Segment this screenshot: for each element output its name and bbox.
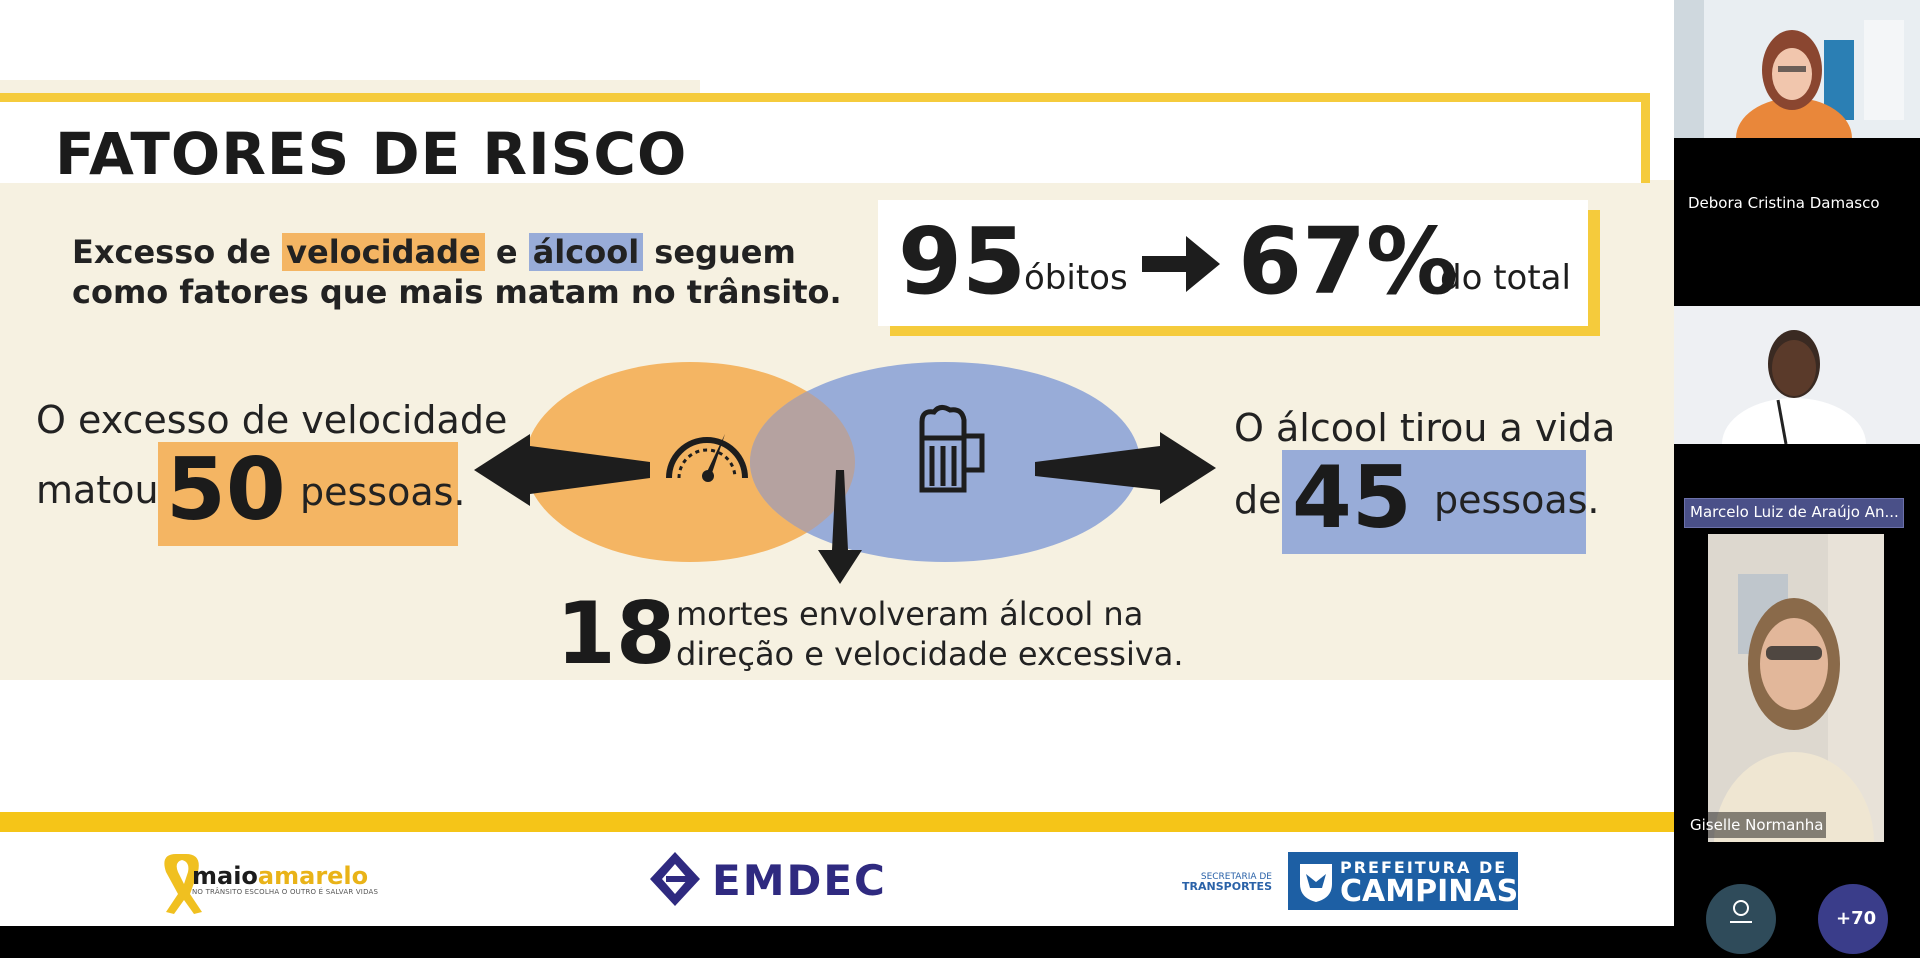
secretaria-line2: TRANSPORTES	[1182, 880, 1272, 893]
speedometer-icon	[666, 434, 748, 482]
participant-name-3: Giselle Normanha	[1690, 816, 1824, 834]
participant-video-1[interactable]	[1674, 0, 1920, 138]
arrow-down-icon	[818, 470, 862, 584]
speed-text-prefix: matou	[36, 468, 159, 512]
prefeitura-logo-line1: PREFEITURA DE	[1340, 858, 1508, 877]
combined-deaths-number: 18	[556, 584, 676, 684]
beer-mug-icon	[919, 404, 985, 493]
stat-box	[878, 200, 1588, 326]
header-band	[0, 80, 700, 96]
participant-name-badge-2	[1684, 498, 1904, 528]
prefeitura-logo-line2: CAMPINAS	[1340, 874, 1519, 909]
secretaria-transportes-logo: SECRETARIA DE TRANSPORTES	[1182, 872, 1272, 893]
more-participants-count: +70	[1836, 908, 1877, 929]
subtitle-part: seguem	[643, 233, 796, 271]
alcohol-text-prefix: de	[1234, 478, 1282, 522]
slide-title: FATORES DE RISCO	[55, 120, 688, 188]
maio-amarelo-tagline: NO TRÂNSITO ESCOLHA O OUTRO É SALVAR VID…	[192, 888, 379, 896]
subtitle-line2: como fatores que mais matam no trânsito.	[72, 273, 842, 311]
speed-number-highlight	[158, 442, 458, 546]
subtitle-part: Excesso de	[72, 233, 283, 271]
emdec-logo-icon	[650, 852, 700, 906]
slide-subtitle: Excesso de velocidade e álcool seguem co…	[72, 232, 842, 312]
highlight-alcohol: álcool	[528, 233, 644, 271]
secretaria-line1: SECRETARIA DE	[1200, 872, 1272, 882]
subtitle-part: e	[484, 233, 529, 271]
participant-video-2[interactable]	[1674, 306, 1920, 444]
speed-circle	[525, 362, 855, 562]
participants-button[interactable]	[1706, 884, 1776, 954]
speed-text: O excesso de velocidade	[36, 398, 508, 442]
percent-number: 67%	[1238, 208, 1459, 315]
participant-video-3[interactable]	[1708, 534, 1884, 842]
alcohol-text: O álcool tirou a vida	[1234, 406, 1616, 450]
combined-deaths-text: mortes envolveram álcool na direção e ve…	[676, 594, 1184, 674]
total-deaths-label: óbitos	[1024, 258, 1128, 298]
combined-text-line2: direção e velocidade excessiva.	[676, 635, 1184, 673]
arrow-left-icon	[474, 434, 650, 506]
percent-label: do total	[1440, 258, 1571, 298]
alcohol-number-highlight	[1282, 450, 1586, 554]
emdec-logo-text: EMDEC	[712, 856, 887, 905]
speed-deaths-number: 50	[166, 440, 286, 540]
maio-amarelo-logo-text: maioamarelo	[192, 862, 368, 890]
arrow-right-icon	[1142, 236, 1220, 292]
participant-name-badge-3	[1686, 812, 1826, 838]
footer-bar	[0, 812, 1674, 832]
yellow-ribbon-logo	[164, 854, 202, 914]
alcohol-deaths-number: 45	[1292, 448, 1412, 548]
participant-name-2: Marcelo Luiz de Araújo An...	[1690, 503, 1899, 521]
speed-text-suffix: pessoas.	[300, 470, 466, 514]
venn-diagram	[474, 362, 1216, 584]
presentation-slide: FATORES DE RISCO Excesso de velocidade e…	[0, 0, 1674, 926]
total-deaths-number: 95	[898, 208, 1027, 315]
arrow-right-venn-icon	[1035, 432, 1216, 504]
person-icon	[1730, 900, 1752, 923]
campinas-emblem-icon	[1300, 864, 1332, 902]
highlight-speed: velocidade	[282, 233, 485, 271]
alcohol-text-suffix: pessoas.	[1434, 478, 1600, 522]
title-frame	[0, 93, 1650, 183]
logo-word-amarelo: amarelo	[257, 862, 369, 890]
logo-word-maio: maio	[192, 862, 258, 890]
combined-text-line1: mortes envolveram álcool na	[676, 595, 1144, 633]
participant-name-1: Debora Cristina Damasco	[1688, 194, 1880, 212]
